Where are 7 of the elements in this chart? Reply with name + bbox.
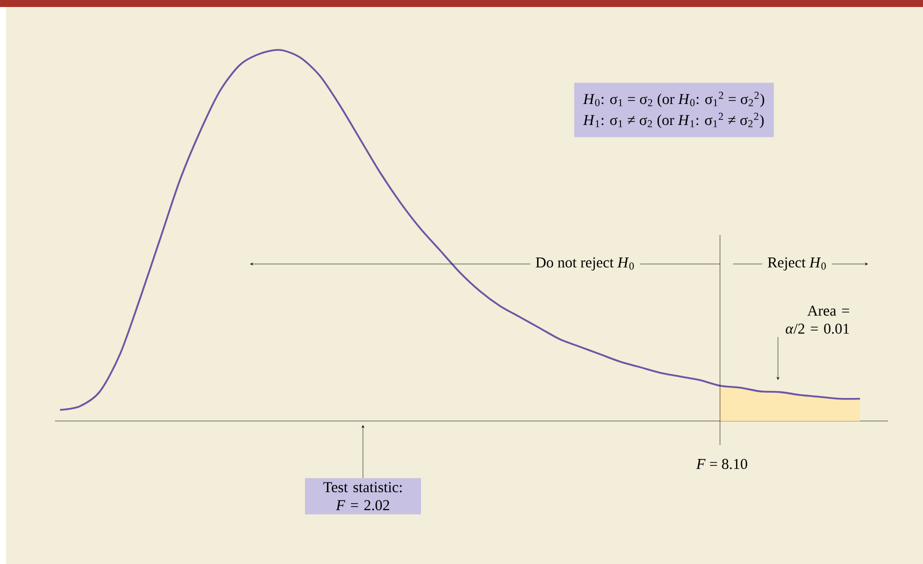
- text: H$_{1}$: σ$_{1}$ ≠ σ$_{2}$ (or H$_{1}$: σ$_{1}$$^{2}$ ≠ σ$_{2}$$^{2}$): [583, 112, 764, 128]
- text: F = 8.10: [696, 458, 748, 470]
- annotation: Reject H$_{0}$: [768, 257, 826, 271]
- annotation: Area = α/2 = 0.01: [786, 306, 850, 334]
- annotation: Do not reject H$_{0}$: [536, 257, 634, 271]
- text: H$_{0}$: σ$_{1}$ = σ$_{2}$ (or H$_{0}$: σ$_{1}$$^{2}$ = σ$_{2}$$^{2}$): [583, 92, 764, 108]
- text: Test statistic: F = 2.02: [323, 482, 402, 510]
